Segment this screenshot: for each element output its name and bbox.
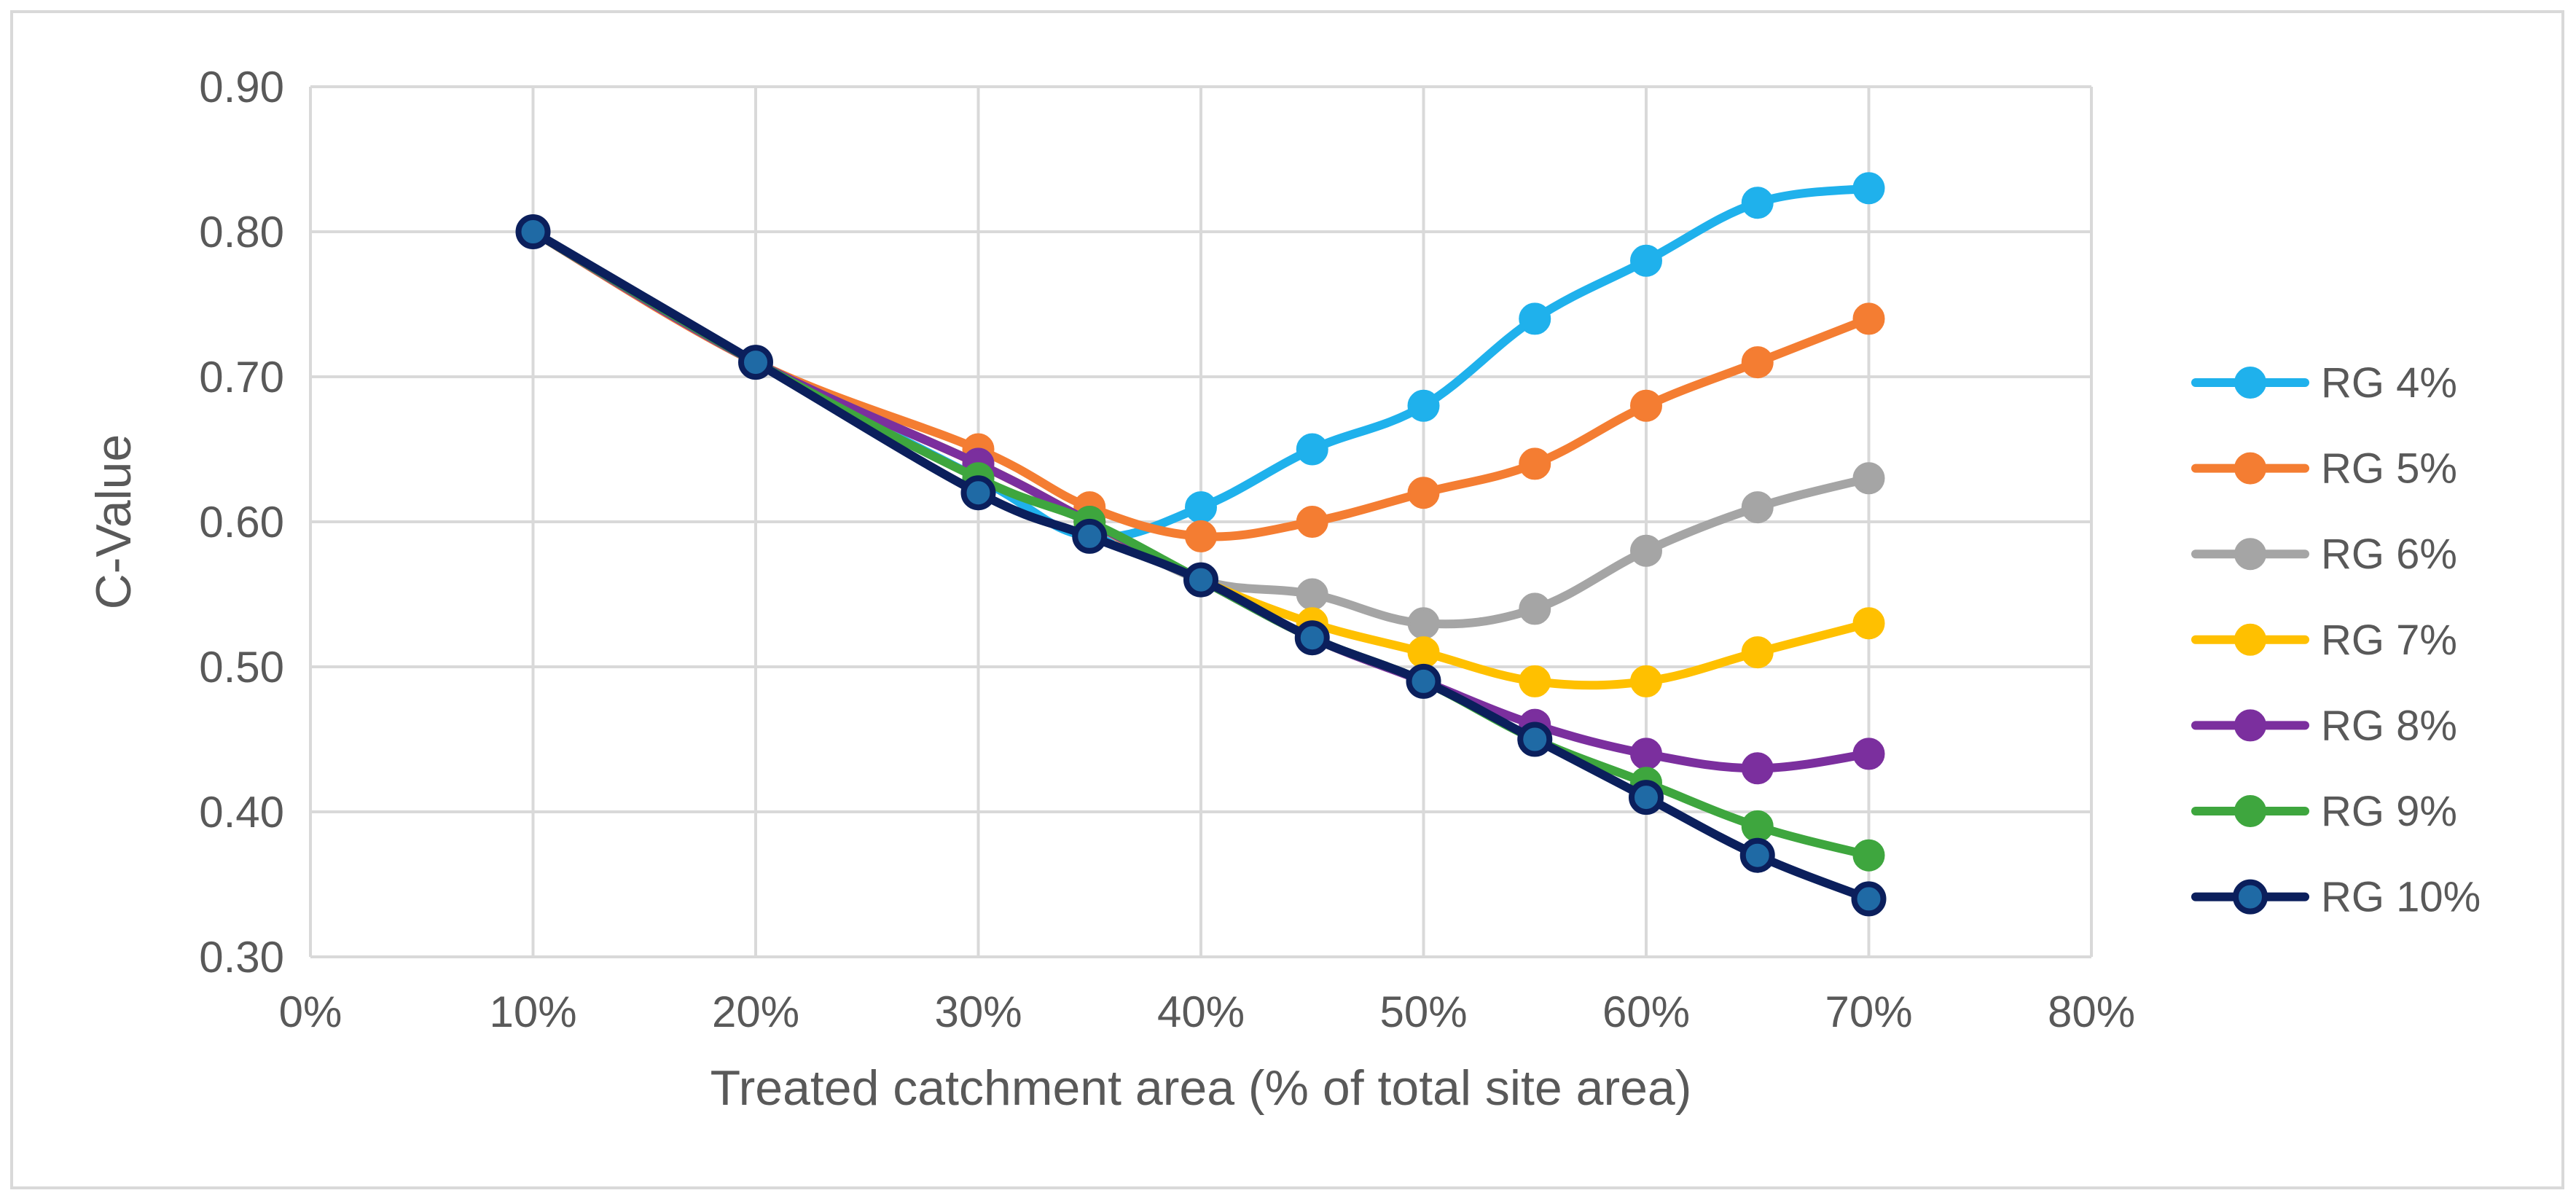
legend-swatch-marker <box>2234 623 2266 656</box>
data-point <box>1407 389 1440 422</box>
data-point <box>1741 636 1774 669</box>
legend-label: RG 8% <box>2321 702 2457 749</box>
data-point <box>1294 620 1330 656</box>
legend: RG 4% RG 5% RG 6% RG 7% RG 8% RG 9% RG 10% <box>2191 359 2481 921</box>
series-group <box>515 172 1887 917</box>
data-point <box>515 214 551 249</box>
x-axis-title: Treated catchment area (% of total site … <box>710 1060 1692 1116</box>
data-point <box>1630 665 1662 697</box>
y-axis-title: C-Value <box>86 434 141 610</box>
x-tick-label: 60% <box>1602 987 1690 1036</box>
x-tick-label: 40% <box>1157 987 1245 1036</box>
x-tick-label: 20% <box>712 987 799 1036</box>
legend-swatch-marker <box>2234 538 2266 571</box>
chart-frame: 0% 10% 20% 30% 40% 50% 60% 70% 80% 0.90 0.80 0.70 0… <box>10 10 2564 1189</box>
y-tick-label: 0.30 <box>199 933 284 982</box>
data-point <box>1185 520 1217 552</box>
x-tick-label: 0% <box>279 987 342 1036</box>
data-point <box>1630 389 1662 422</box>
data-point <box>1630 534 1662 567</box>
legend-label: RG 4% <box>2321 359 2457 407</box>
series-rg-10 <box>515 214 1887 917</box>
gridlines <box>310 85 2093 957</box>
data-point <box>1407 477 1440 509</box>
data-point <box>1852 302 1885 335</box>
legend-swatch-marker <box>2234 709 2266 742</box>
legend-swatch-marker <box>2234 367 2266 399</box>
legend-label: RG 9% <box>2321 788 2457 835</box>
x-tick-label: 80% <box>2048 987 2135 1036</box>
legend-item: RG 9% <box>2191 788 2457 835</box>
data-point <box>1852 172 1885 205</box>
legend-item: RG 6% <box>2191 531 2457 578</box>
data-point <box>1629 780 1664 815</box>
x-tick-label: 70% <box>1825 987 1912 1036</box>
data-point <box>1407 636 1440 669</box>
data-point <box>1741 491 1774 524</box>
data-point <box>1519 302 1551 335</box>
legend-item: RG 8% <box>2191 702 2457 749</box>
legend-item: RG 7% <box>2191 617 2457 664</box>
data-point <box>1852 839 1885 872</box>
legend-swatch-marker <box>2233 879 2268 915</box>
data-point <box>1519 447 1551 480</box>
data-point <box>1852 462 1885 495</box>
x-tick-labels: 0% 10% 20% 30% 40% 50% 60% 70% 80% <box>279 987 2135 1036</box>
data-point <box>960 475 996 511</box>
y-tick-label: 0.60 <box>199 498 284 547</box>
data-point <box>1852 738 1885 770</box>
y-tick-label: 0.80 <box>199 208 284 257</box>
y-tick-label: 0.50 <box>199 643 284 692</box>
data-point <box>1185 491 1217 524</box>
series-line <box>528 227 1874 904</box>
y-tick-label: 0.70 <box>199 353 284 402</box>
data-point <box>738 345 773 380</box>
x-tick-label: 30% <box>934 987 1022 1036</box>
data-point <box>1630 738 1662 770</box>
data-point <box>1296 506 1328 538</box>
legend-swatch-marker <box>2234 795 2266 827</box>
data-point <box>1741 187 1774 219</box>
data-point <box>1183 562 1218 598</box>
axes <box>309 87 2091 958</box>
data-point <box>1739 837 1775 873</box>
legend-item: RG 4% <box>2191 359 2457 407</box>
data-point <box>1517 721 1553 757</box>
data-point <box>1072 518 1108 554</box>
legend-label: RG 7% <box>2321 617 2457 664</box>
x-tick-label: 50% <box>1379 987 1467 1036</box>
data-point <box>1519 592 1551 625</box>
data-point <box>1852 607 1885 640</box>
legend-item: RG 10% <box>2191 874 2481 921</box>
data-point <box>1296 433 1328 466</box>
data-point <box>1851 881 1887 917</box>
data-point <box>1519 665 1551 697</box>
data-point <box>1296 578 1328 611</box>
legend-label: RG 10% <box>2321 874 2481 921</box>
x-tick-label: 10% <box>489 987 576 1036</box>
data-point <box>1630 244 1662 277</box>
y-tick-label: 0.90 <box>199 63 284 112</box>
data-point <box>1741 810 1774 842</box>
legend-label: RG 6% <box>2321 531 2457 578</box>
legend-label: RG 5% <box>2321 445 2457 493</box>
data-point <box>1741 752 1774 785</box>
data-point <box>1406 663 1441 699</box>
data-point <box>1741 346 1774 379</box>
y-tick-labels: 0.90 0.80 0.70 0.60 0.50 0.40 0.30 <box>199 63 284 982</box>
line-chart: 0% 10% 20% 30% 40% 50% 60% 70% 80% 0.900.800.700… <box>86 63 2481 1116</box>
legend-swatch-marker <box>2234 452 2266 485</box>
y-tick-label: 0.40 <box>199 788 284 837</box>
legend-item: RG 5% <box>2191 445 2457 493</box>
data-point <box>1407 607 1440 640</box>
